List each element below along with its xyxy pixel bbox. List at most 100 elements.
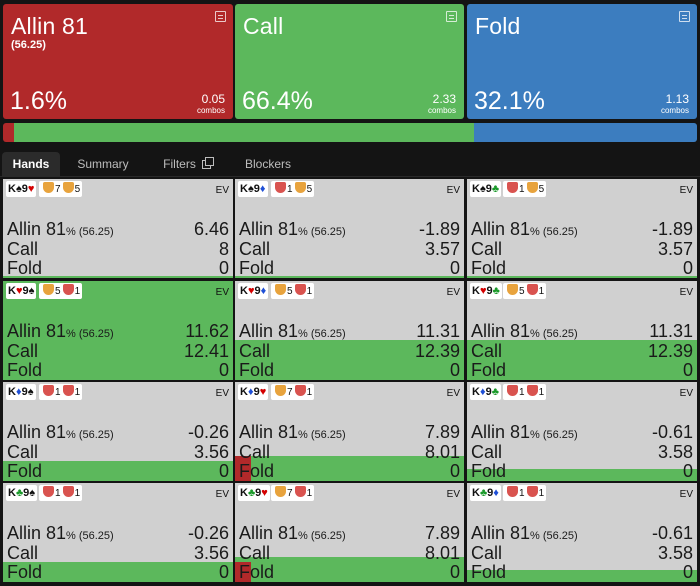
- shield-icon: [507, 284, 518, 295]
- allin-pct: %: [530, 328, 540, 340]
- blocker-count: 1: [55, 488, 61, 499]
- blocker-count: 1: [287, 184, 293, 195]
- call-ev-row: Call 8.01: [239, 442, 460, 462]
- blocker-count: 5: [538, 184, 545, 195]
- shield-icon: [294, 284, 306, 295]
- shield-icon: [43, 284, 54, 295]
- hand-cell[interactable]: K♣9♥ 7 1 EV Allin 81% (56.25) 7.89 Call 8.01 Fold…: [235, 483, 464, 582]
- allin-label-text: Allin 81: [239, 321, 299, 341]
- call-label-text: Call: [7, 442, 39, 462]
- call-ev-row: Call 3.58: [471, 543, 693, 563]
- hand-cell[interactable]: K♦9♣ 1 1 EV Allin 81% (56.25) -0.61 Call 3.58 Fol…: [467, 382, 697, 481]
- notes-icon[interactable]: [215, 11, 226, 22]
- allin-pct: %: [530, 530, 540, 542]
- shield-icon: [507, 486, 518, 497]
- call-ev-value: 8.01: [424, 543, 460, 563]
- allin-label: Allin 81% (56.25): [239, 219, 346, 242]
- call-fill: [235, 340, 464, 380]
- hand-cell[interactable]: K♥9♦ 5 1 EV Allin 81% (56.25) 11.31 Call 12.39 Fo…: [235, 281, 464, 380]
- hand-cell[interactable]: K♥9♠ 5 1 EV Allin 81% (56.25) 11.62 Call 12.41 Fo…: [3, 281, 233, 380]
- allin-ev-row: Allin 81% (56.25) -1.89: [239, 219, 460, 239]
- card-rank: K: [8, 285, 16, 297]
- blocker-count: 1: [538, 286, 545, 297]
- allin-label: Allin 81% (56.25): [471, 523, 578, 546]
- call-label-text: Call: [471, 543, 503, 563]
- ev-label: EV: [215, 185, 229, 196]
- card-rank: 9: [253, 386, 260, 398]
- fold-action-box[interactable]: Fold 32.1% 1.13 combos: [467, 4, 697, 119]
- fold-ev-row: Fold 0: [471, 258, 693, 278]
- allin-pct: %: [298, 429, 308, 441]
- notes-icon[interactable]: [446, 11, 457, 22]
- allin-ev-row: Allin 81% (56.25) 6.46: [7, 219, 229, 239]
- fold-ev-value: 0: [682, 258, 693, 278]
- call-ev-value: 12.41: [183, 341, 229, 361]
- notes-icon[interactable]: [679, 11, 690, 22]
- tab-hands[interactable]: Hands: [2, 152, 60, 177]
- suit-icon: ♦: [15, 386, 22, 398]
- allin-size: (56.25): [78, 429, 114, 441]
- fold-ev-row: Fold 0: [471, 562, 693, 582]
- action-summary: Allin 81 (56.25) 1.6% 0.05 combos Call 6…: [3, 4, 697, 120]
- tab-label: Filters: [163, 157, 196, 171]
- blocker-count: 1: [519, 387, 525, 398]
- call-label-text: Call: [471, 341, 503, 361]
- fold-ev-value: 0: [682, 562, 693, 582]
- card-rank: 9: [23, 487, 30, 499]
- hand-label: K♥9♣: [470, 283, 502, 299]
- shield-icon: [507, 182, 518, 193]
- allin-action-box[interactable]: Allin 81 (56.25) 1.6% 0.05 combos: [3, 4, 233, 119]
- action-combos-label: combos: [427, 106, 456, 115]
- call-label: Call: [239, 442, 270, 462]
- card-rank: K: [240, 487, 248, 499]
- hand-cell-content: K♠9♦ 1 5 EV Allin 81% (56.25) -1.89 Call 3.57 Fol…: [235, 179, 464, 278]
- shield-icon: [526, 284, 538, 295]
- hand-cell[interactable]: K♣9♦ 1 1 EV Allin 81% (56.25) -0.61 Call 3.58 Fol…: [467, 483, 697, 582]
- hand-cell[interactable]: K♠9♥ 7 5 EV Allin 81% (56.25) 6.46 Call 8 Fold 0: [3, 179, 233, 278]
- allin-ev-value: -1.89: [651, 219, 693, 239]
- hand-cell[interactable]: K♦9♥ 7 1 EV Allin 81% (56.25) 7.89 Call 8.01 Fold…: [235, 382, 464, 481]
- fold-label-text: Fold: [471, 360, 507, 380]
- suit-icon: ♣: [491, 183, 500, 195]
- hand-cell[interactable]: K♦9♠ 1 1 EV Allin 81% (56.25) -0.26 Call 3.56 Fol…: [3, 382, 233, 481]
- call-label-text: Call: [239, 442, 271, 462]
- fold-label: Fold: [7, 258, 42, 278]
- shield-icon: [526, 385, 538, 396]
- allin-label: Allin 81% (56.25): [239, 321, 346, 344]
- hand-cell-content: K♠9♥ 7 5 EV Allin 81% (56.25) 6.46 Call 8 Fold 0: [3, 179, 233, 278]
- fold-ev-row: Fold 0: [471, 461, 693, 481]
- hand-label: K♦9♥: [238, 384, 269, 400]
- call-ev-row: Call 3.57: [239, 239, 460, 259]
- allin-label: Allin 81% (56.25): [7, 321, 114, 344]
- hand-cell[interactable]: K♣9♠ 1 1 EV Allin 81% (56.25) -0.26 Call 3.56 Fol…: [3, 483, 233, 582]
- hand-cell-content: K♥9♣ 5 1 EV Allin 81% (56.25) 11.31 Call 12.39 Fo…: [467, 281, 697, 380]
- card-rank: K: [472, 487, 480, 499]
- tab-filters[interactable]: Filters: [152, 152, 222, 177]
- fold-label: Fold: [239, 258, 274, 278]
- call-label-text: Call: [7, 543, 39, 563]
- tab-summary[interactable]: Summary: [72, 152, 134, 177]
- card-rank: 9: [254, 285, 261, 297]
- fold-label: Fold: [239, 562, 274, 582]
- call-fill: [3, 276, 233, 278]
- suit-icon: ♣: [15, 487, 24, 499]
- allin-pct: %: [66, 226, 76, 238]
- hand-cell[interactable]: K♥9♣ 5 1 EV Allin 81% (56.25) 11.31 Call 12.39 Fo…: [467, 281, 697, 380]
- call-ev-row: Call 12.41: [7, 341, 229, 361]
- call-ev-value: 3.56: [193, 543, 229, 563]
- call-action-box[interactable]: Call 66.4% 2.33 combos: [235, 4, 464, 119]
- blocker-count: 1: [306, 387, 313, 398]
- shield-icon: [275, 486, 286, 497]
- hand-cell-content: K♦9♠ 1 1 EV Allin 81% (56.25) -0.26 Call 3.56 Fol…: [3, 382, 233, 481]
- hand-cell[interactable]: K♠9♦ 1 5 EV Allin 81% (56.25) -1.89 Call 3.57 Fol…: [235, 179, 464, 278]
- suit-icon: ♦: [479, 386, 486, 398]
- tab-blockers[interactable]: Blockers: [238, 152, 298, 177]
- hand-cell-content: K♣9♠ 1 1 EV Allin 81% (56.25) -0.26 Call 3.56 Fol…: [3, 483, 233, 582]
- hand-label: K♦9♠: [6, 384, 36, 400]
- hand-cell[interactable]: K♠9♣ 1 5 EV Allin 81% (56.25) -1.89 Call 3.57 Fol…: [467, 179, 697, 278]
- call-label: Call: [7, 543, 38, 563]
- blocker-count: 1: [55, 387, 61, 398]
- shield-icon: [507, 385, 518, 396]
